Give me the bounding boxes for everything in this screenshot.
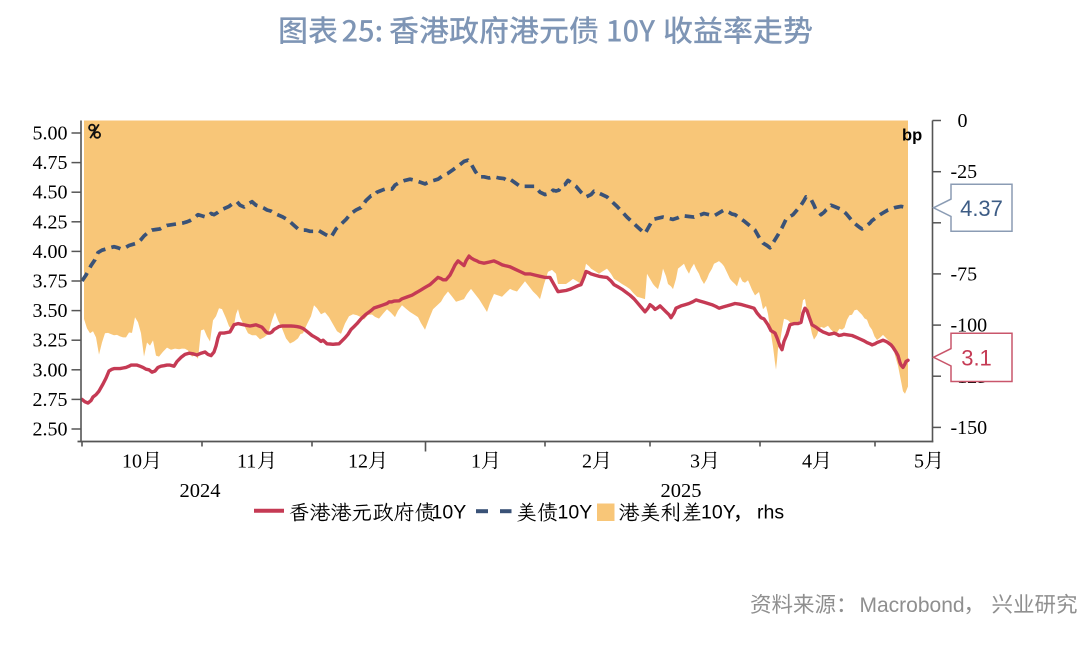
svg-text:bp: bp [902,127,922,145]
svg-text:-150: -150 [951,417,988,439]
svg-text:4.37: 4.37 [960,196,1003,221]
svg-text:4.25: 4.25 [33,211,68,233]
svg-text:1: 1 [471,451,481,473]
svg-text:5.00: 5.00 [33,123,68,145]
svg-text:3: 3 [690,451,700,473]
svg-text:4.00: 4.00 [33,241,68,263]
svg-text:11: 11 [237,451,256,473]
svg-text:4: 4 [802,451,812,473]
svg-text:3.25: 3.25 [33,330,68,352]
svg-text:12: 12 [348,451,368,473]
svg-text:5: 5 [914,451,924,473]
svg-text:3.00: 3.00 [33,359,68,381]
svg-text:2025: 2025 [661,480,702,502]
svg-text:-75: -75 [951,263,978,285]
svg-text:10Y: 10Y [558,502,593,524]
svg-text:4.50: 4.50 [33,182,68,204]
svg-text:3.50: 3.50 [33,300,68,322]
svg-text:0: 0 [958,110,968,132]
svg-text:Macrobond: Macrobond [860,594,965,617]
svg-text:2024: 2024 [180,480,221,502]
svg-text:4.75: 4.75 [33,152,68,174]
svg-text:2.75: 2.75 [33,389,68,411]
svg-text:2: 2 [582,451,592,473]
svg-text:10: 10 [122,451,142,473]
svg-text:3.75: 3.75 [33,271,68,293]
svg-text:-25: -25 [951,161,978,183]
svg-text:10Y: 10Y [432,502,467,524]
svg-text:2.50: 2.50 [33,419,68,441]
svg-text:3.1: 3.1 [961,346,992,371]
svg-text:10Y: 10Y [701,502,736,524]
svg-text:-100: -100 [951,315,988,337]
svg-text:rhs: rhs [757,502,784,524]
